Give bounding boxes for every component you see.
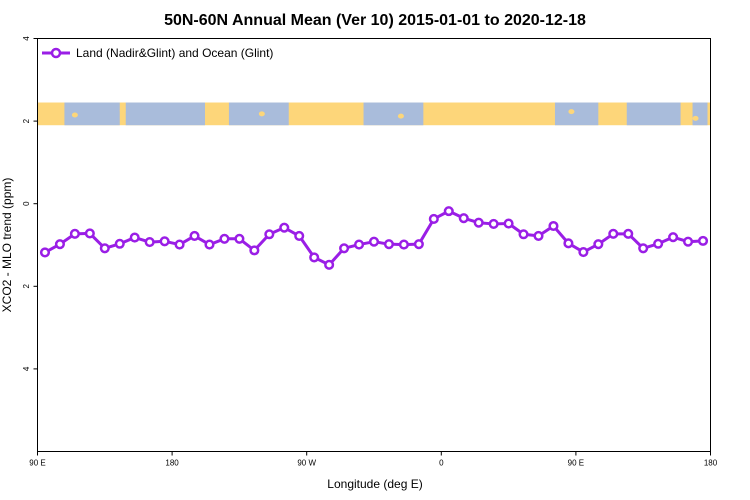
x-tick-label: 90 W (297, 459, 316, 468)
x-tick-label: 180 (165, 459, 179, 468)
data-point (234, 233, 245, 244)
y-tick-label: 4 (22, 36, 31, 41)
data-point (458, 213, 469, 224)
map-island (119, 107, 126, 113)
y-tick-label: 4 (22, 366, 31, 371)
series-layer (39, 206, 709, 270)
map-island (397, 113, 404, 119)
data-point (368, 236, 380, 247)
data-point (533, 230, 544, 241)
data-point (114, 238, 125, 249)
data-point (54, 239, 65, 250)
map-island (258, 111, 265, 117)
y-tick-label: 2 (22, 118, 31, 123)
data-point (518, 229, 529, 240)
data-point (159, 236, 170, 247)
data-point (443, 206, 454, 217)
x-tick-label: 90 E (29, 459, 45, 468)
y-tick-label: 0 (22, 201, 31, 206)
data-point (144, 237, 155, 248)
data-point (279, 222, 290, 233)
y-axis-label: XCO2 - MLO trend (ppm) (0, 178, 14, 313)
data-point (623, 228, 634, 239)
y-tick-label: 2 (22, 284, 31, 289)
y-axis: 4 2 0 2 4 (22, 36, 38, 371)
data-point (204, 239, 215, 250)
data-point (488, 218, 499, 229)
x-tick-label: 0 (439, 459, 444, 468)
data-point (697, 235, 709, 246)
data-point (174, 239, 185, 250)
data-point (428, 213, 439, 225)
data-point (413, 239, 424, 250)
data-point (578, 246, 589, 258)
x-tick-label: 90 E (568, 459, 584, 468)
data-point (638, 243, 649, 254)
data-point (503, 218, 514, 229)
data-point (339, 243, 350, 254)
world-map-band (38, 102, 710, 126)
data-point (189, 230, 200, 241)
legend-marker-swatch (50, 47, 62, 59)
data-point (129, 232, 140, 243)
data-point (249, 245, 260, 256)
legend-entry-label: Land (Nadir&Glint) and Ocean (Glint) (76, 46, 273, 60)
plot-area-frame (37, 38, 711, 452)
data-point (264, 229, 275, 240)
map-ocean-region (64, 102, 120, 126)
data-point (69, 228, 80, 239)
data-point (219, 233, 230, 244)
map-island (71, 112, 78, 118)
data-point (608, 228, 619, 239)
data-point (353, 239, 365, 250)
map-island (568, 109, 575, 115)
x-axis-label: Longitude (deg E) (327, 477, 422, 491)
map-ocean-region (363, 102, 424, 126)
data-point (473, 217, 484, 228)
data-point (683, 236, 694, 247)
x-axis: 90 E 180 90 W 0 90 E 180 (29, 451, 718, 468)
map-island (692, 115, 699, 121)
data-point (593, 239, 604, 250)
data-point (548, 220, 559, 232)
data-point (563, 238, 574, 249)
map-ocean-region (125, 102, 206, 126)
map-ocean-region (554, 102, 599, 126)
map-ocean-region (626, 102, 681, 126)
map-ocean-region (692, 102, 708, 126)
data-point (653, 238, 664, 249)
data-point (309, 252, 320, 263)
data-point (294, 230, 305, 241)
data-point (99, 243, 110, 254)
legend: Land (Nadir&Glint) and Ocean (Glint) (42, 46, 273, 60)
chart-title: 50N-60N Annual Mean (Ver 10) 2015-01-01 … (164, 12, 586, 29)
data-point (324, 259, 335, 270)
data-point (383, 239, 395, 250)
x-tick-label: 180 (704, 459, 718, 468)
data-point (398, 239, 409, 250)
data-point (39, 247, 51, 258)
data-point (84, 228, 95, 239)
data-point (668, 232, 679, 243)
